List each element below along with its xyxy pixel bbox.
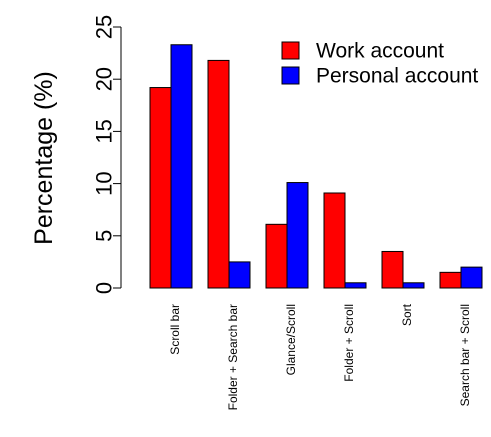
y-axis-label: Percentage (%): [30, 71, 58, 245]
bar-personal-5: [460, 266, 483, 289]
bar-personal-1: [228, 261, 251, 289]
y-tick-label: 0: [92, 282, 117, 294]
y-tick-label: 10: [92, 171, 117, 195]
bar-personal-4: [402, 282, 425, 289]
x-category-label: Search bar + Scroll: [458, 304, 472, 406]
y-tick-label: 5: [92, 230, 117, 242]
bar-work-3: [323, 192, 346, 289]
x-category-label: Glance/Scroll: [284, 304, 298, 375]
y-axis: 0 5 10 15 20 25: [92, 15, 122, 294]
bar-work-2: [265, 223, 288, 289]
bar-work-5: [439, 271, 462, 289]
legend-swatch: [281, 41, 300, 60]
x-category-label: Scroll bar: [168, 304, 182, 355]
x-category-label: Folder + Search bar: [226, 304, 240, 410]
bar-personal-3: [344, 282, 367, 289]
y-tick-label: 25: [92, 15, 117, 39]
bar-personal-2: [286, 182, 309, 289]
x-category-label: Folder + Scroll: [342, 304, 356, 382]
legend-label: Personal account: [316, 65, 478, 88]
legend-swatch: [281, 66, 300, 85]
y-tick-label: 20: [92, 67, 117, 91]
bar-work-1: [207, 59, 230, 289]
bars: [149, 44, 483, 289]
x-axis-labels: Scroll bar Folder + Search bar Glance/Scro…: [168, 303, 472, 410]
bar-work-0: [149, 87, 172, 289]
bar-work-4: [381, 250, 404, 289]
x-category-label: Sort: [400, 303, 414, 326]
bar-personal-0: [170, 44, 193, 289]
y-tick-label: 15: [92, 119, 117, 143]
legend-label: Work account: [316, 40, 444, 63]
